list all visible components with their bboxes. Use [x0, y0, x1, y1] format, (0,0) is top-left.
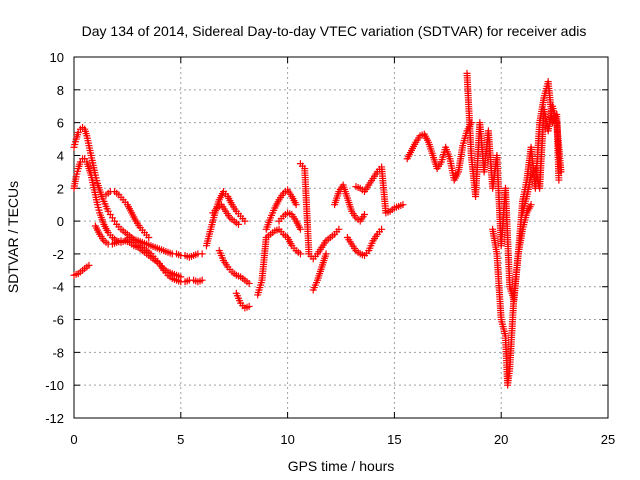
- data-point: [198, 250, 206, 258]
- data-point: [399, 201, 407, 209]
- gridlines: [74, 57, 608, 418]
- x-tick-label: 5: [177, 432, 184, 447]
- y-axis-label: SDTVAR / TECUs: [5, 181, 21, 293]
- data-point: [378, 225, 386, 233]
- data-point: [145, 234, 153, 241]
- y-tick-label: -12: [45, 411, 64, 426]
- x-tick-label: 0: [70, 432, 77, 447]
- y-tick-label: 4: [57, 148, 64, 163]
- y-tick-label: -6: [52, 313, 64, 328]
- y-tick-label: 2: [57, 181, 64, 196]
- data-point: [292, 201, 300, 209]
- axis-ticks: -12 -10 -8 -6 -4 -2 0 2 4 6 8 10 0 5 10 15 20 25: [45, 50, 615, 447]
- x-axis-label: GPS time / hours: [288, 458, 395, 474]
- data-point: [241, 217, 249, 225]
- data-point: [557, 168, 565, 176]
- data-point: [177, 273, 185, 281]
- data-point: [296, 225, 304, 233]
- data-point: [85, 261, 93, 269]
- x-tick-label: 10: [280, 432, 294, 447]
- data-point: [322, 250, 330, 258]
- data-marks: [70, 69, 565, 389]
- data-point: [245, 302, 253, 310]
- y-tick-label: 8: [57, 83, 64, 98]
- data-point: [360, 211, 368, 219]
- data-point: [335, 225, 343, 233]
- chart-title: Day 134 of 2014, Sidereal Day-to-day VTE…: [82, 23, 587, 39]
- y-tick-label: -4: [52, 280, 64, 295]
- y-tick-label: 0: [57, 214, 64, 229]
- x-tick-label: 20: [494, 432, 508, 447]
- plot-frame: [73, 56, 609, 419]
- y-tick-label: 6: [57, 116, 64, 131]
- y-tick-label: -10: [45, 378, 64, 393]
- y-tick-label: -8: [52, 345, 64, 360]
- data-point: [198, 276, 206, 284]
- x-tick-label: 15: [387, 432, 401, 447]
- data-point: [234, 220, 242, 228]
- data-point: [555, 176, 563, 184]
- data-point: [245, 279, 253, 287]
- x-tick-label: 25: [601, 432, 615, 447]
- data-point: [527, 201, 535, 209]
- y-tick-label: -2: [52, 247, 64, 262]
- data-point: [296, 250, 304, 258]
- y-tick-label: 10: [50, 50, 64, 65]
